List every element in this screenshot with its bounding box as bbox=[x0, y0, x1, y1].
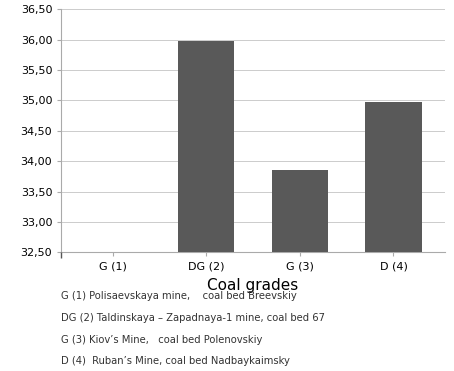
Text: DG (2) Taldinskaya – Zapadnaya-1 mine, coal bed 67: DG (2) Taldinskaya – Zapadnaya-1 mine, c… bbox=[61, 313, 325, 324]
Bar bbox=[365, 102, 421, 252]
Text: D (4)  Ruban’s Mine, coal bed Nadbaykaimsky: D (4) Ruban’s Mine, coal bed Nadbaykaims… bbox=[61, 356, 290, 366]
X-axis label: Coal grades: Coal grades bbox=[207, 278, 299, 293]
Text: G (1) Polisaevskaya mine,    coal bed Breevskiy: G (1) Polisaevskaya mine, coal bed Breev… bbox=[61, 291, 297, 301]
Bar bbox=[272, 170, 328, 252]
Text: G (3) Kiov’s Mine,   coal bed Polenovskiy: G (3) Kiov’s Mine, coal bed Polenovskiy bbox=[61, 335, 263, 345]
Bar bbox=[178, 41, 234, 252]
